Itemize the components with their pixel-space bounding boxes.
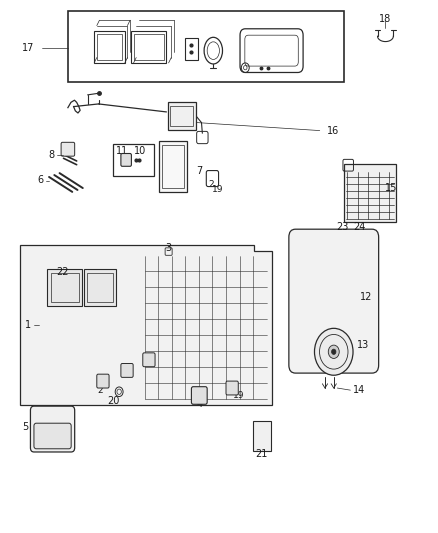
Bar (50, 273, 79, 303)
FancyBboxPatch shape (97, 374, 109, 388)
Text: 22: 22 (56, 267, 68, 277)
Text: 8: 8 (49, 150, 55, 159)
Text: 3: 3 (166, 243, 172, 253)
FancyBboxPatch shape (143, 353, 155, 367)
Text: 1: 1 (25, 320, 32, 330)
Text: 19: 19 (233, 391, 244, 400)
Text: 6: 6 (37, 175, 43, 185)
Text: 17: 17 (22, 43, 35, 53)
Text: 10: 10 (134, 146, 146, 156)
Text: 2: 2 (97, 386, 102, 394)
Ellipse shape (328, 345, 339, 358)
Text: 5: 5 (22, 423, 28, 432)
Bar (131, 31, 166, 63)
Bar (344, 164, 396, 222)
Bar (134, 34, 164, 60)
Text: 14: 14 (353, 385, 365, 395)
Text: 24: 24 (353, 222, 365, 231)
FancyBboxPatch shape (34, 423, 71, 449)
Bar (47, 269, 82, 306)
FancyBboxPatch shape (121, 154, 131, 166)
FancyBboxPatch shape (191, 387, 207, 405)
Text: 13: 13 (357, 341, 369, 350)
Text: 2: 2 (209, 181, 214, 189)
FancyBboxPatch shape (121, 364, 133, 377)
Bar (253, 421, 271, 451)
Bar (97, 34, 122, 60)
Text: 18: 18 (379, 14, 392, 23)
Ellipse shape (314, 328, 353, 375)
Bar (167, 102, 196, 130)
Ellipse shape (332, 349, 336, 354)
Text: 20: 20 (108, 396, 120, 406)
Text: 11: 11 (116, 146, 128, 156)
Bar (170, 106, 193, 126)
Bar (159, 141, 187, 192)
Bar (185, 38, 198, 60)
FancyBboxPatch shape (61, 142, 74, 156)
Text: 21: 21 (256, 449, 268, 459)
Text: 15: 15 (385, 183, 397, 192)
Bar (113, 144, 154, 176)
Bar (162, 145, 184, 188)
Text: 19: 19 (212, 185, 224, 193)
Text: 16: 16 (327, 126, 339, 135)
FancyBboxPatch shape (30, 406, 74, 452)
Text: 23: 23 (336, 222, 349, 231)
Bar (84, 269, 116, 306)
Bar (87, 273, 113, 303)
Text: 4: 4 (196, 399, 202, 409)
Text: 7: 7 (196, 166, 202, 175)
FancyBboxPatch shape (289, 229, 378, 373)
Bar (68, 11, 344, 82)
Text: 12: 12 (360, 293, 372, 302)
Bar (94, 31, 125, 63)
FancyBboxPatch shape (226, 381, 238, 395)
Polygon shape (20, 245, 272, 405)
